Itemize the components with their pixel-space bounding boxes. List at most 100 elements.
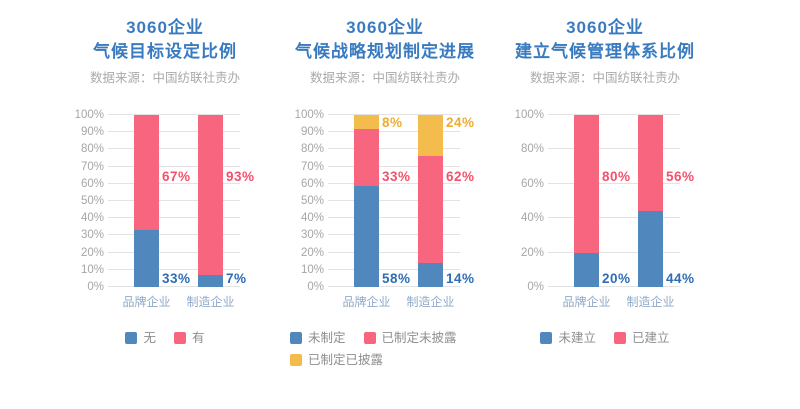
y-axis: 0% 20% 40% 60% 80% 100%	[500, 109, 544, 293]
y-axis-tick: 80%	[520, 143, 544, 156]
bar-segment-pink	[354, 128, 379, 187]
chart-title: 建立气候管理体系比例	[515, 42, 695, 61]
plot: 58% 33% 8% 14% 62% 24%	[328, 114, 474, 287]
value-label: 56%	[666, 168, 695, 184]
value-label: 80%	[602, 168, 631, 184]
y-axis-tick: 20%	[80, 246, 104, 259]
value-label: 14%	[446, 271, 475, 286]
chart-subtitle: 数据来源：中国纺联社责办	[529, 71, 680, 85]
y-axis-tick: 50%	[80, 195, 104, 207]
gridline	[328, 182, 460, 184]
bar-segment-pink	[198, 115, 223, 275]
y-axis-tick: 40%	[80, 212, 104, 225]
category-label: 制造企业	[406, 295, 455, 309]
y-axis-tick: 100%	[74, 109, 104, 121]
legend: 未建立 已建立	[540, 331, 670, 345]
gridline	[108, 148, 240, 150]
y-axis-tick: 80%	[300, 143, 324, 156]
legend-label: 未建立	[558, 331, 596, 345]
legend-swatch-pink	[363, 332, 376, 344]
gridline	[108, 165, 240, 167]
value-label: 33%	[162, 271, 191, 286]
legend-label: 已建立	[632, 331, 670, 345]
value-label: 33%	[382, 168, 411, 184]
gridline	[548, 286, 680, 287]
y-axis-tick: 0%	[307, 281, 324, 293]
legend-label: 已制定未披露	[381, 331, 457, 345]
legend-item: 未制定	[290, 331, 346, 345]
bar-stack	[638, 115, 663, 287]
bar-segment-blue	[198, 274, 223, 287]
gridline	[328, 286, 460, 287]
category-label: 品牌企业	[122, 295, 171, 309]
y-axis-tick: 30%	[80, 229, 104, 242]
y-axis-tick: 10%	[80, 263, 104, 276]
y-axis-tick: 20%	[300, 246, 324, 259]
y-axis-tick: 90%	[300, 126, 324, 139]
legend-item: 已制定未披露	[363, 331, 457, 345]
y-axis-tick: 10%	[300, 263, 324, 276]
y-axis-tick: 100%	[514, 109, 544, 121]
gridline	[328, 200, 460, 201]
chart-block-1: 3060企业 气候目标设定比例 数据来源：中国纺联社责办 0% 10% 20% 30% 40%…	[60, 16, 270, 367]
category-label: 制造企业	[626, 295, 675, 309]
y-axis-tick: 70%	[80, 160, 104, 173]
y-axis-tick: 60%	[80, 177, 104, 190]
gridline	[548, 217, 680, 219]
bar-segment-blue	[574, 252, 599, 287]
bar-segment-pink	[574, 115, 599, 253]
gridline	[328, 234, 460, 236]
legend-swatch-blue	[540, 332, 553, 344]
y-axis-tick: 40%	[520, 212, 544, 225]
plot-area: 0% 10% 20% 30% 40% 50% 60% 70% 80% 90% 100% 58% 33% 8…	[280, 109, 490, 293]
bar-segment-yellow	[418, 115, 443, 157]
gridline	[328, 148, 460, 150]
value-label: 44%	[666, 271, 695, 286]
legend-swatch-blue	[125, 332, 138, 344]
y-axis: 0% 10% 20% 30% 40% 50% 60% 70% 80% 90% 100%	[280, 109, 324, 293]
value-label: 8%	[382, 115, 403, 131]
gridline	[108, 131, 240, 133]
bar-segment-blue	[134, 230, 159, 287]
plot: 33% 67% 7% 93%	[108, 114, 254, 287]
bar-stack	[418, 115, 443, 287]
value-label: 67%	[162, 168, 191, 184]
y-axis-tick: 100%	[294, 109, 324, 121]
value-label: 62%	[446, 168, 475, 184]
bar-segment-yellow	[354, 115, 379, 129]
legend-swatch-blue	[290, 332, 302, 344]
y-axis-tick: 70%	[300, 160, 324, 173]
legend-label: 无	[143, 331, 156, 345]
bar-segment-blue	[418, 262, 443, 287]
chart-block-2: 3060企业 气候战略规划制定进展 数据来源：中国纺联社责办 0% 10% 20% 30% 4…	[280, 16, 490, 367]
bar-segment-blue	[354, 186, 379, 287]
y-axis-tick: 40%	[300, 212, 324, 225]
y-axis-tick: 0%	[527, 281, 544, 293]
y-axis: 0% 10% 20% 30% 40% 50% 60% 70% 80% 90% 100%	[60, 109, 104, 293]
gridline	[108, 200, 240, 201]
charts-row: 3060企业 气候目标设定比例 数据来源：中国纺联社责办 0% 10% 20% 30% 40%…	[60, 16, 710, 367]
plot-area: 0% 20% 40% 60% 80% 100% 20% 80% 44% 56%	[500, 109, 710, 293]
plot-area: 0% 10% 20% 30% 40% 50% 60% 70% 80% 90% 100% 33% 67% 7…	[60, 109, 270, 293]
y-axis-tick: 60%	[520, 177, 544, 190]
bar-stack	[134, 115, 159, 287]
x-axis: 品牌企业 制造企业	[548, 293, 680, 311]
x-axis: 品牌企业 制造企业	[328, 293, 460, 311]
gridline	[108, 217, 240, 219]
bar-segment-blue	[638, 211, 663, 287]
bar-segment-pink	[134, 115, 159, 231]
y-axis-tick: 50%	[300, 195, 324, 207]
category-label: 制造企业	[186, 295, 235, 309]
gridline	[108, 182, 240, 184]
gridline	[328, 217, 460, 219]
legend-item: 有	[174, 331, 205, 345]
bar-stack	[574, 115, 599, 287]
category-label: 品牌企业	[562, 295, 611, 309]
y-axis-tick: 30%	[300, 229, 324, 242]
bar-stack	[198, 115, 223, 287]
legend-swatch-pink	[174, 332, 186, 344]
chart-title: 气候目标设定比例	[93, 42, 237, 61]
legend-item: 无	[125, 331, 156, 345]
x-axis: 品牌企业 制造企业	[108, 293, 240, 311]
